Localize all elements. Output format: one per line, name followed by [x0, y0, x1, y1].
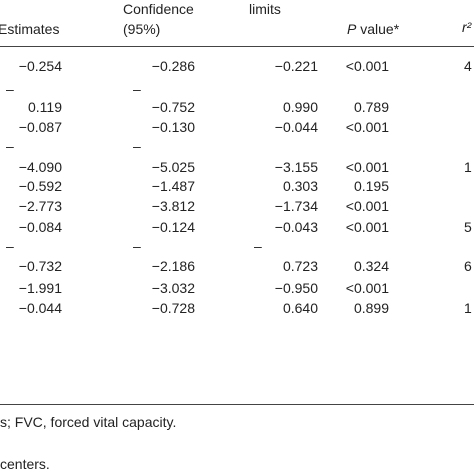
p-value-cell: <0.001 — [345, 58, 389, 74]
p-value-cell: 0.324 — [353, 258, 389, 274]
p-value-cell: <0.001 — [345, 198, 389, 214]
p-value-cell: <0.001 — [345, 159, 389, 175]
upper-limit-cell: 0.723 — [282, 258, 318, 274]
upper-limit-cell: −0.950 — [274, 280, 318, 296]
p-value-cell: 0.789 — [353, 99, 389, 115]
lower-limit-cell: −0.752 — [151, 99, 195, 115]
header-p-italic: P — [347, 21, 357, 37]
dash-cell-upper: – — [254, 238, 262, 254]
estimate-cell: −1.991 — [18, 280, 62, 296]
lower-limit-cell: −5.025 — [151, 159, 195, 175]
upper-limit-cell: −1.734 — [274, 198, 318, 214]
header-p-rest: value* — [356, 21, 400, 37]
dash-cell-estimate: – — [6, 81, 14, 97]
lower-limit-cell: −0.286 — [151, 58, 195, 74]
upper-limit-cell: −0.043 — [274, 219, 318, 235]
header-r2: r² — [462, 19, 472, 35]
dash-cell-estimate: – — [6, 238, 14, 254]
upper-limit-cell: −0.221 — [274, 58, 318, 74]
upper-limit-cell: −0.044 — [274, 119, 318, 135]
r2-cell: 1 — [464, 159, 472, 175]
p-value-cell: <0.001 — [345, 280, 389, 296]
r2-cell: 4 — [464, 58, 472, 74]
p-value-cell: <0.001 — [345, 119, 389, 135]
lower-limit-cell: −2.186 — [151, 258, 195, 274]
dash-cell-lower: – — [133, 81, 141, 97]
header-estimates: Estimates — [0, 21, 60, 37]
lower-limit-cell: −0.728 — [151, 300, 195, 316]
estimate-cell: −0.254 — [18, 58, 62, 74]
footnote-centers: centers. — [0, 456, 50, 472]
header-confidence: Confidence — [123, 1, 194, 17]
dash-cell-lower: – — [133, 238, 141, 254]
estimate-cell: −2.773 — [18, 198, 62, 214]
dash-cell-lower: – — [133, 138, 141, 154]
r2-cell: 6 — [464, 258, 472, 274]
lower-limit-cell: −3.032 — [151, 280, 195, 296]
estimate-cell: −0.087 — [18, 119, 62, 135]
p-value-cell: <0.001 — [345, 219, 389, 235]
estimate-cell: −4.090 — [18, 159, 62, 175]
bottom-rule — [0, 404, 474, 405]
header-limits: limits — [249, 1, 281, 17]
upper-limit-cell: −3.155 — [274, 159, 318, 175]
lower-limit-cell: −3.812 — [151, 198, 195, 214]
lower-limit-cell: −0.130 — [151, 119, 195, 135]
footnote-abbreviations: s; FVC, forced vital capacity. — [0, 414, 177, 430]
upper-limit-cell: 0.990 — [282, 99, 318, 115]
estimate-cell: −0.592 — [18, 178, 62, 194]
r2-cell: 1 — [464, 300, 472, 316]
dash-cell-estimate: – — [6, 138, 14, 154]
header-p-value: P value* — [347, 20, 399, 38]
lower-limit-cell: −1.487 — [151, 178, 195, 194]
header-confidence-95: (95%) — [123, 21, 161, 37]
estimate-cell: −0.044 — [18, 300, 62, 316]
header-rule — [0, 46, 474, 47]
upper-limit-cell: 0.640 — [282, 300, 318, 316]
estimate-cell: −0.084 — [18, 219, 62, 235]
p-value-cell: 0.899 — [353, 300, 389, 316]
p-value-cell: 0.195 — [353, 178, 389, 194]
estimate-cell: −0.732 — [18, 258, 62, 274]
r2-cell: 5 — [464, 219, 472, 235]
estimate-cell: 0.119 — [28, 99, 62, 115]
upper-limit-cell: 0.303 — [282, 178, 318, 194]
lower-limit-cell: −0.124 — [151, 219, 195, 235]
